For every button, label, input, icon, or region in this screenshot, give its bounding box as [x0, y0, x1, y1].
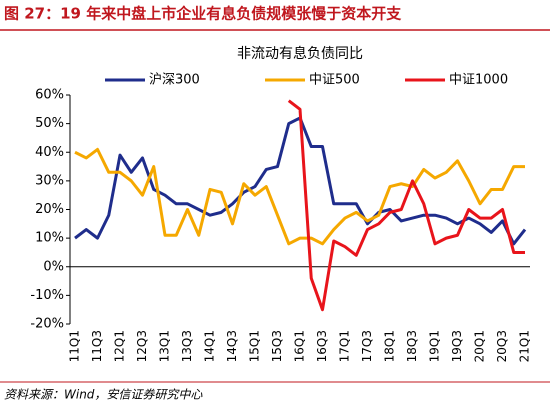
x-tick-label: 16Q1 [293, 330, 307, 362]
legend-label: 沪深300 [149, 72, 200, 88]
x-tick-label: 19Q1 [428, 330, 442, 362]
page-title: 图 27：19 年来中盘上市企业有息负债规模张慢于资本开支 [4, 5, 402, 23]
x-tick-label: 17Q3 [360, 330, 374, 362]
x-tick-label: 11Q1 [68, 330, 82, 362]
y-tick-label: 50% [35, 116, 64, 131]
y-tick-label: -20% [30, 317, 64, 332]
legend-label: 中证1000 [449, 73, 508, 88]
x-tick-label: 17Q1 [338, 330, 352, 362]
x-tick-label: 12Q1 [113, 330, 127, 362]
x-tick-label: 19Q3 [450, 330, 464, 362]
series-line [74, 116, 527, 246]
x-tick-label: 15Q3 [270, 330, 284, 362]
series-line [74, 147, 525, 246]
series-line [287, 99, 525, 312]
x-tick-label: 18Q1 [383, 330, 397, 362]
x-tick-label: 14Q1 [203, 330, 217, 362]
y-tick-label: 60% [35, 88, 64, 103]
y-tick-label: 30% [35, 173, 64, 188]
x-tick-label: 13Q1 [158, 330, 172, 362]
y-tick-label: 20% [35, 202, 64, 217]
x-tick-label: 13Q3 [180, 330, 194, 362]
x-tick-label: 18Q3 [405, 330, 419, 362]
x-tick-label: 16Q3 [315, 330, 329, 362]
y-tick-label: 10% [35, 231, 64, 246]
x-tick-label: 11Q3 [90, 330, 104, 362]
x-tick-label: 20Q1 [473, 330, 487, 362]
chart-title: 非流动有息负债同比 [237, 45, 363, 62]
legend-label: 中证500 [309, 73, 360, 88]
x-tick-label: 20Q3 [495, 330, 509, 362]
x-tick-label: 15Q1 [248, 330, 262, 362]
source: 资料来源：Wind，安信证券研究中心 [4, 388, 203, 402]
x-tick-label: 12Q3 [135, 330, 149, 362]
y-tick-label: -10% [30, 288, 64, 303]
y-tick-label: 40% [35, 145, 64, 160]
x-tick-label: 14Q3 [225, 330, 239, 362]
y-tick-label: 0% [43, 259, 64, 274]
x-tick-label: 21Q1 [518, 330, 532, 362]
